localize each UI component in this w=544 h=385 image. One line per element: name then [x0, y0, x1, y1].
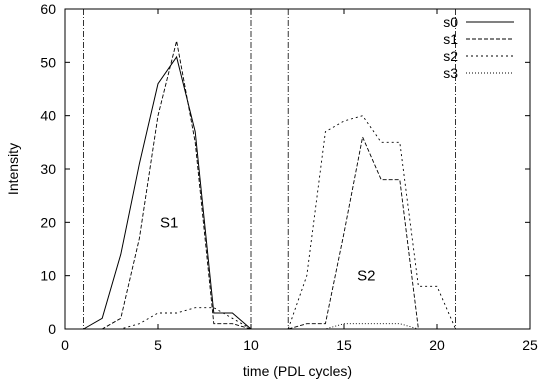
x-tick-label: 10: [243, 337, 259, 353]
x-tick-label: 15: [336, 337, 352, 353]
x-tick-label: 0: [61, 337, 69, 353]
legend-label-s2: s2: [443, 48, 458, 64]
y-tick-label: 50: [40, 54, 56, 70]
ticks-layer: 0 5 10 15 20 25 0 10 20 30 40 50 60: [40, 1, 538, 353]
series-s2-line: [83, 115, 457, 330]
plot-frame: [64, 8, 531, 330]
legend-label-s3: s3: [443, 65, 458, 81]
y-tick-label: 30: [40, 161, 56, 177]
series-s0-line: [83, 55, 475, 330]
annotation-s1: S1: [160, 214, 178, 231]
legend-label-s0: s0: [443, 14, 458, 30]
annotation-s2: S2: [357, 268, 375, 285]
x-axis-title: time (PDL cycles): [243, 363, 352, 379]
x-tick-label: 25: [522, 337, 538, 353]
y-tick-label: 60: [40, 1, 56, 17]
x-tick-label: 5: [154, 337, 162, 353]
y-tick-label: 10: [40, 268, 56, 284]
series-s1-line: [83, 40, 456, 330]
series-layer: [83, 40, 475, 330]
x-tick-label: 20: [429, 337, 445, 353]
y-tick-label: 40: [40, 108, 56, 124]
y-tick-label: 0: [48, 321, 56, 337]
annotations-layer: S1 S2: [160, 214, 376, 284]
vertical-lines-layer: [83, 9, 457, 329]
y-axis-title: Intensity: [5, 143, 21, 195]
series-s3-line: [83, 323, 456, 330]
legend-label-s1: s1: [443, 31, 458, 47]
y-tick-label: 20: [40, 214, 56, 230]
